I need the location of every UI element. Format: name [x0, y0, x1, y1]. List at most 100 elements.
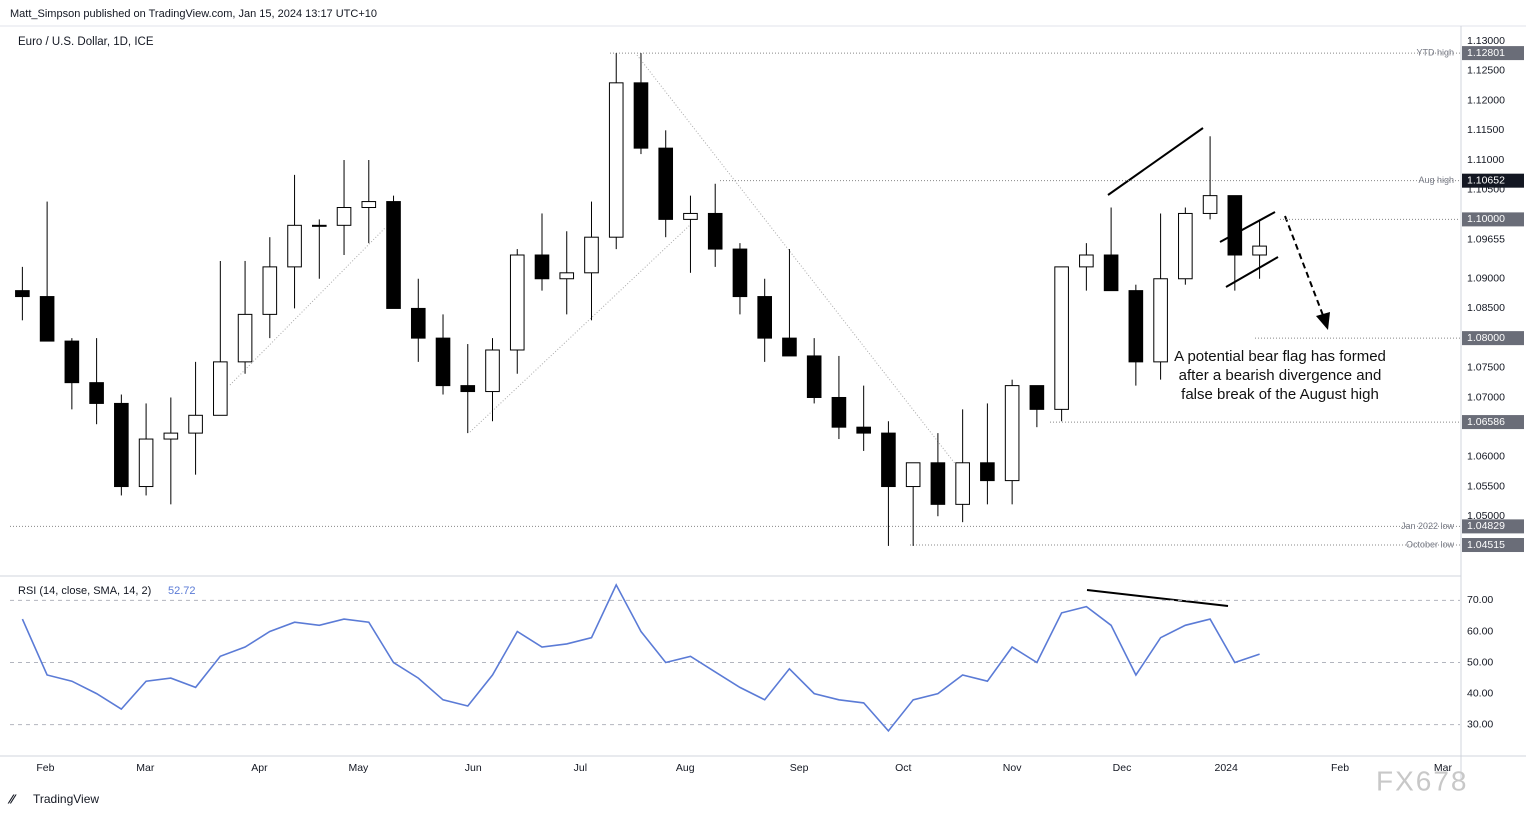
level-label: 1.06586: [1467, 416, 1505, 428]
candle-body: [1128, 290, 1144, 363]
level-label: 1.04829: [1467, 520, 1505, 532]
candle-body: [163, 432, 179, 440]
level-label: 1.12801: [1467, 47, 1505, 59]
candle-body: [1079, 254, 1094, 268]
candle-body: [930, 462, 946, 505]
trendline: [636, 54, 961, 471]
trendline: [1107, 127, 1204, 196]
candle-body: [213, 361, 228, 416]
candle-body: [287, 224, 302, 268]
candle-body: [534, 254, 550, 280]
x-tick-label: Nov: [1003, 762, 1022, 774]
y-tick-label: 1.12500: [1467, 65, 1505, 77]
level-badge: [1462, 173, 1524, 188]
y-tick-label: 1.07000: [1467, 391, 1505, 403]
level-badge: [1462, 212, 1524, 227]
candle-body: [881, 432, 896, 488]
y-tick-label: 60.00: [1467, 625, 1493, 637]
level-note: October low: [1406, 539, 1455, 549]
candle-body: [237, 313, 253, 363]
x-tick-label: Aug: [676, 762, 695, 774]
candle-body: [138, 438, 154, 488]
candle-body: [1252, 245, 1267, 256]
arrow: [1284, 215, 1325, 319]
x-tick-label: May: [348, 762, 369, 774]
candle-body: [806, 355, 822, 398]
y-tick-label: 1.06000: [1467, 451, 1505, 463]
candle-body: [262, 266, 278, 315]
level-label: 1.04515: [1467, 539, 1505, 551]
candle-body: [386, 201, 401, 309]
x-tick-label: Mar: [136, 762, 155, 774]
candle-body: [1202, 195, 1218, 214]
byline: Matt_Simpson published on TradingView.co…: [10, 8, 377, 20]
candle-body: [188, 414, 203, 434]
level-note: Aug high: [1418, 175, 1454, 185]
candle-body: [336, 207, 352, 226]
candle-body: [1054, 266, 1069, 410]
flag-bottom: [1225, 256, 1279, 288]
x-tick-label: Jul: [574, 762, 587, 774]
rsi-line: [21, 583, 1260, 733]
candle-body: [683, 212, 698, 220]
level-note: Jan 2022 low: [1401, 521, 1455, 531]
arrow-head: [1316, 312, 1330, 330]
candle-body: [658, 147, 674, 220]
y-tick-label: 1.05000: [1467, 510, 1505, 522]
level-label: 1.10652: [1467, 174, 1505, 186]
candle-body: [1227, 195, 1243, 256]
level-badge: [1462, 415, 1524, 430]
level-note: YTD high: [1416, 47, 1454, 57]
candle-body: [1029, 385, 1045, 410]
y-tick-label: 1.11500: [1467, 124, 1504, 136]
candle-body: [460, 385, 476, 393]
candle-body: [905, 462, 921, 488]
candle-body: [980, 462, 995, 482]
candle-body: [856, 426, 871, 434]
trendline: [469, 224, 691, 433]
x-tick-label: Sep: [790, 762, 809, 774]
watermark: FX678: [1376, 765, 1469, 796]
candle-body: [410, 307, 426, 339]
x-tick-label: Feb: [36, 762, 54, 774]
annotation-text: after a bearish divergence and: [1179, 367, 1382, 384]
candle-body: [559, 272, 575, 280]
candle-body: [707, 212, 723, 250]
level-badge: [1462, 331, 1524, 346]
y-tick-label: 70.00: [1467, 594, 1493, 606]
x-tick-label: Feb: [1331, 762, 1349, 774]
drawings: [229, 54, 1330, 607]
candle-body: [509, 254, 525, 351]
candle-body: [114, 402, 129, 488]
x-tick-label: Oct: [895, 762, 911, 774]
level-label: 1.09655: [1467, 234, 1505, 246]
level-badge: [1462, 46, 1524, 61]
level-label: 1.08000: [1467, 332, 1505, 344]
brand: TradingView: [33, 792, 99, 806]
candle-body: [584, 236, 599, 274]
annotation: A potential bear flag has formed after a …: [1174, 348, 1386, 403]
trendline: [229, 227, 386, 386]
candle-body: [608, 82, 624, 238]
candle-body: [732, 248, 748, 298]
candle-body: [435, 337, 451, 387]
divergence-line: [1086, 589, 1229, 607]
candle-body: [782, 337, 797, 357]
candle-body: [485, 349, 500, 393]
x-tick-label: Dec: [1113, 762, 1132, 774]
y-tick-label: 1.09000: [1467, 273, 1505, 285]
candle-body: [39, 296, 55, 342]
y-tick-label: 1.08500: [1467, 302, 1505, 314]
x-tick-label: Apr: [251, 762, 268, 774]
y-tick-label: 1.12000: [1467, 94, 1505, 106]
x-tick-label: Mar: [1434, 762, 1453, 774]
level-badge: [1462, 538, 1524, 553]
candle-body: [1153, 278, 1168, 363]
candle-body: [64, 340, 80, 384]
candle-body: [89, 382, 104, 404]
y-tick-label: 30.00: [1467, 718, 1493, 730]
level-badge: [1462, 232, 1524, 247]
y-tick-label: 1.13000: [1467, 35, 1505, 47]
y-tick-label: 1.07500: [1467, 362, 1505, 374]
candle-body: [757, 296, 772, 339]
